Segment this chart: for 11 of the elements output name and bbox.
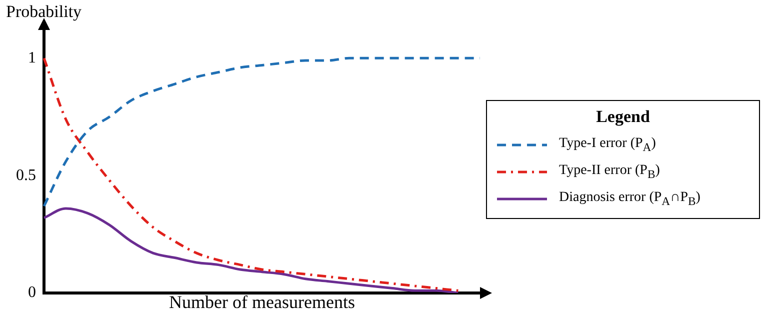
legend-title: Legend — [595, 107, 651, 127]
legend-label: Type-I error (P$_{A}$) — [559, 136, 656, 154]
line-series — [42, 56, 460, 292]
legend-label: Type-II error (P$_{B}$) — [559, 162, 660, 180]
y-axis-title: Probability — [6, 2, 82, 22]
y-tick-label: 1 — [28, 49, 36, 66]
legend-label: Diagnosis error (P$_{A}$∩P$_{B}$) — [559, 190, 700, 208]
x-axis-title: Number of measurements — [168, 292, 356, 313]
y-tick-label: 0 — [28, 284, 36, 302]
line-series — [42, 207, 460, 293]
y-tick-label: 0.5 — [16, 166, 36, 184]
